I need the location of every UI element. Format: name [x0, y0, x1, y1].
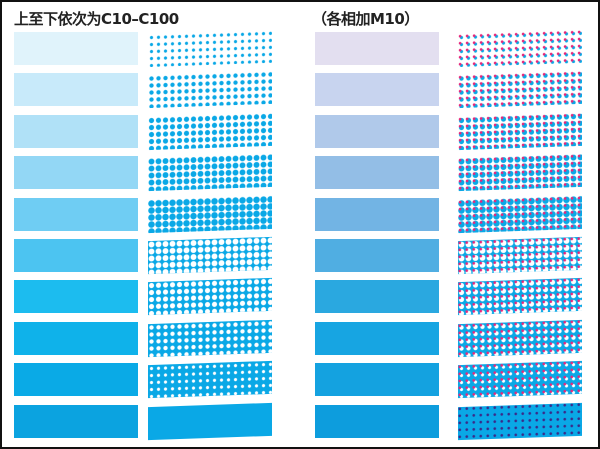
right-title: （各相加M10） — [312, 10, 419, 28]
cyan-magenta-solid-swatch-c30 — [315, 114, 439, 148]
cyan-solid-swatch-c100 — [14, 404, 138, 438]
cyan-solid-swatch-c20 — [14, 73, 138, 107]
cyan-magenta-halftone-swatch-c50 — [458, 195, 582, 233]
cyan-magenta-halftone-swatch-c20 — [458, 71, 582, 109]
cyan-halftone-swatch-c90 — [148, 361, 272, 399]
cyan-magenta-halftone-swatch-c80 — [458, 319, 582, 357]
cyan-solid-swatch-c90 — [14, 363, 138, 397]
cyan-solid-swatch-c10 — [14, 32, 138, 65]
cyan-solid-swatch-c60 — [14, 239, 138, 272]
cyan-magenta-halftone-swatch-c10 — [458, 29, 582, 68]
cyan-magenta-solid-swatch-c80 — [315, 321, 439, 355]
cyan-halftone-swatch-c30 — [148, 112, 272, 150]
cyan-magenta-solid-swatch-c20 — [315, 73, 439, 107]
cyan-halftone-swatch-c10 — [148, 29, 272, 68]
cyan-magenta-halftone-swatch-c60 — [458, 236, 582, 275]
left-title: 上至下依次为C10–C100 — [14, 10, 179, 28]
cyan-magenta-solid-swatch-c100 — [315, 404, 439, 438]
cyan-halftone-swatch-c60 — [148, 236, 272, 275]
cyan-magenta-halftone-swatch-c70 — [458, 278, 582, 316]
cyan-halftone-swatch-c50 — [148, 195, 272, 233]
cyan-magenta-solid-swatch-c10 — [315, 32, 439, 65]
cyan-magenta-halftone-swatch-c100 — [458, 402, 582, 440]
cyan-magenta-solid-swatch-c90 — [315, 363, 439, 397]
cyan-halftone-swatch-c20 — [148, 71, 272, 109]
cyan-solid-swatch-c70 — [14, 280, 138, 314]
cyan-halftone-swatch-c70 — [148, 278, 272, 316]
cyan-solid-swatch-c80 — [14, 321, 138, 355]
cyan-magenta-halftone-swatch-c90 — [458, 361, 582, 399]
cyan-magenta-solid-swatch-c40 — [315, 156, 439, 190]
cyan-halftone-swatch-c100 — [148, 402, 272, 440]
cyan-magenta-solid-swatch-c70 — [315, 280, 439, 314]
cyan-solid-swatch-c30 — [14, 114, 138, 148]
cyan-halftone-swatch-c40 — [148, 154, 272, 192]
cyan-solid-swatch-c40 — [14, 156, 138, 190]
cyan-solid-swatch-c50 — [14, 197, 138, 231]
cyan-magenta-halftone-swatch-c40 — [458, 154, 582, 192]
cyan-magenta-solid-swatch-c50 — [315, 197, 439, 231]
cyan-magenta-halftone-swatch-c30 — [458, 112, 582, 150]
cyan-magenta-solid-swatch-c60 — [315, 239, 439, 272]
cyan-halftone-swatch-c80 — [148, 319, 272, 357]
